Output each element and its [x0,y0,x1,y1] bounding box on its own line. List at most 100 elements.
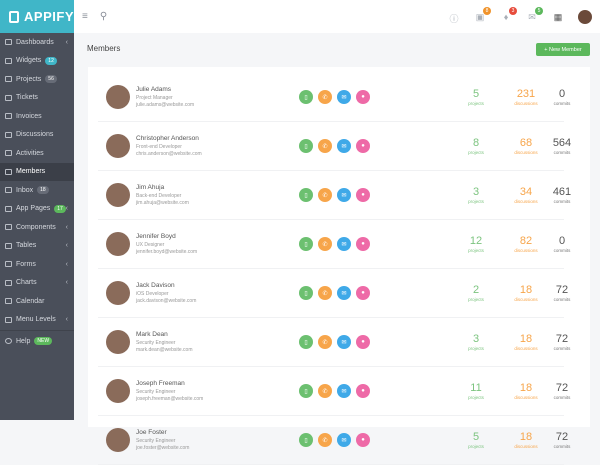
sidebar-item-calendar[interactable]: Calendar [0,292,74,311]
sidebar-item-widgets[interactable]: Widgets 12 [0,52,74,71]
count-badge: 56 [45,75,57,84]
count-badge: 17 [54,204,66,213]
sidebar-item-help[interactable]: Help NEW [0,332,74,351]
bell-icon[interactable]: ♦ 3 [500,6,517,22]
new-badge: NEW [34,337,53,346]
member-name[interactable]: Jennifer Boyd [136,233,176,240]
member-name[interactable]: Joseph Freeman [136,380,185,387]
member-name[interactable]: Julie Adams [136,86,172,93]
chevron-left-icon: ‹ [65,223,68,231]
chat-button[interactable]: ▯ [299,286,313,300]
member-name[interactable]: Jim Ahuja [136,184,165,191]
sidebar-item-members[interactable]: Members [0,162,74,181]
chat-button[interactable]: ▯ [299,90,313,104]
sidebar-item-components[interactable]: Components ‹ [0,218,74,237]
email-button[interactable]: ✉ [337,433,351,447]
apps-grid-icon[interactable]: ▦ [553,11,563,22]
avatar[interactable] [106,330,130,354]
location-button[interactable]: ● [356,237,370,251]
widget-icon [5,57,12,64]
phone-button[interactable]: ✆ [318,286,332,300]
location-button[interactable]: ● [356,335,370,349]
email-button[interactable]: ✉ [337,188,351,202]
sidebar-item-dashboards[interactable]: Dashboards ‹ [0,33,74,52]
avatar[interactable] [106,183,130,207]
user-avatar[interactable] [578,9,592,24]
location-button[interactable]: ● [356,286,370,300]
sidebar-item-menu-levels[interactable]: Menu Levels ‹ [0,311,74,330]
location-button[interactable]: ● [356,90,370,104]
phone-button[interactable]: ✆ [318,433,332,447]
phone-button[interactable]: ✆ [318,335,332,349]
info-icon[interactable]: ⓘ [449,13,459,24]
menu-toggle-icon[interactable]: ≡ [82,11,88,22]
sidebar-item-invoices[interactable]: Invoices [0,107,74,126]
components-icon [5,224,12,231]
lifebuoy-icon [5,338,12,345]
sidebar-item-forms[interactable]: Forms ‹ [0,255,74,274]
avatar[interactable] [106,379,130,403]
chat-button[interactable]: ▯ [299,384,313,398]
stats-badge: 8 [483,6,491,15]
chat-button[interactable]: ▯ [299,335,313,349]
chat-button[interactable]: ▯ [299,139,313,153]
location-button[interactable]: ● [356,188,370,202]
logo[interactable]: APPIFY [0,0,74,33]
sidebar-item-tickets[interactable]: Tickets [0,89,74,108]
commits-stat: 0 commits [553,88,571,106]
email-button[interactable]: ✉ [337,139,351,153]
avatar[interactable] [106,85,130,109]
avatar[interactable] [106,428,130,452]
location-button[interactable]: ● [356,139,370,153]
email-button[interactable]: ✉ [337,237,351,251]
invoice-icon [5,113,12,120]
email-button[interactable]: ✉ [337,384,351,398]
email-icon: ✉ [341,94,347,101]
phone-icon: ✆ [322,192,328,199]
location-button[interactable]: ● [356,384,370,398]
member-name[interactable]: Jack Davison [136,282,175,289]
member-role: Back-end Developer [136,192,182,199]
briefcase-icon [5,76,12,83]
avatar[interactable] [106,281,130,305]
chat-button[interactable]: ▯ [299,237,313,251]
chat-button[interactable]: ▯ [299,188,313,202]
email-button[interactable]: ✉ [337,335,351,349]
member-email: jim.ahuja@website.com [136,200,189,206]
phone-button[interactable]: ✆ [318,139,332,153]
member-name[interactable]: Joe Foster [136,429,167,436]
phone-button[interactable]: ✆ [318,384,332,398]
stats-icon[interactable]: ▣ 8 [474,6,491,22]
sidebar-item-discussions[interactable]: Discussions [0,126,74,145]
phone-button[interactable]: ✆ [318,188,332,202]
phone-button[interactable]: ✆ [318,237,332,251]
sidebar-item-app-pages[interactable]: App Pages 17 ‹ [0,200,74,219]
sidebar-item-charts[interactable]: Charts ‹ [0,274,74,293]
email-button[interactable]: ✉ [337,286,351,300]
sidebar-item-tables[interactable]: Tables ‹ [0,237,74,256]
phone-icon: ✆ [322,143,328,150]
chat-button[interactable]: ▯ [299,433,313,447]
chevron-left-icon: ‹ [65,205,68,213]
avatar[interactable] [106,134,130,158]
member-role: Security Engineer [136,388,176,395]
chat-icon: ▯ [304,94,308,101]
commits-stat: 72 commits [553,333,571,351]
sidebar-item-projects[interactable]: Projects 56 [0,70,74,89]
projects-stat: 5 projects [468,431,484,449]
location-button[interactable]: ● [356,433,370,447]
search-icon[interactable]: ⚲ [99,11,108,22]
sidebar-item-inbox[interactable]: Inbox 18 [0,181,74,200]
avatar[interactable] [106,232,130,256]
email-button[interactable]: ✉ [337,90,351,104]
map-pin-icon: ● [361,192,365,198]
member-email: jack.davison@website.com [136,298,197,304]
member-name[interactable]: Christopher Anderson [136,135,199,142]
activity-icon [5,150,12,157]
sidebar-item-activities[interactable]: Activities [0,144,74,163]
envelope-icon[interactable]: ✉ 5 [526,6,543,22]
email-icon: ✉ [341,437,347,444]
member-name[interactable]: Mark Dean [136,331,168,338]
phone-button[interactable]: ✆ [318,90,332,104]
new-member-button[interactable]: + New Member [536,43,590,56]
